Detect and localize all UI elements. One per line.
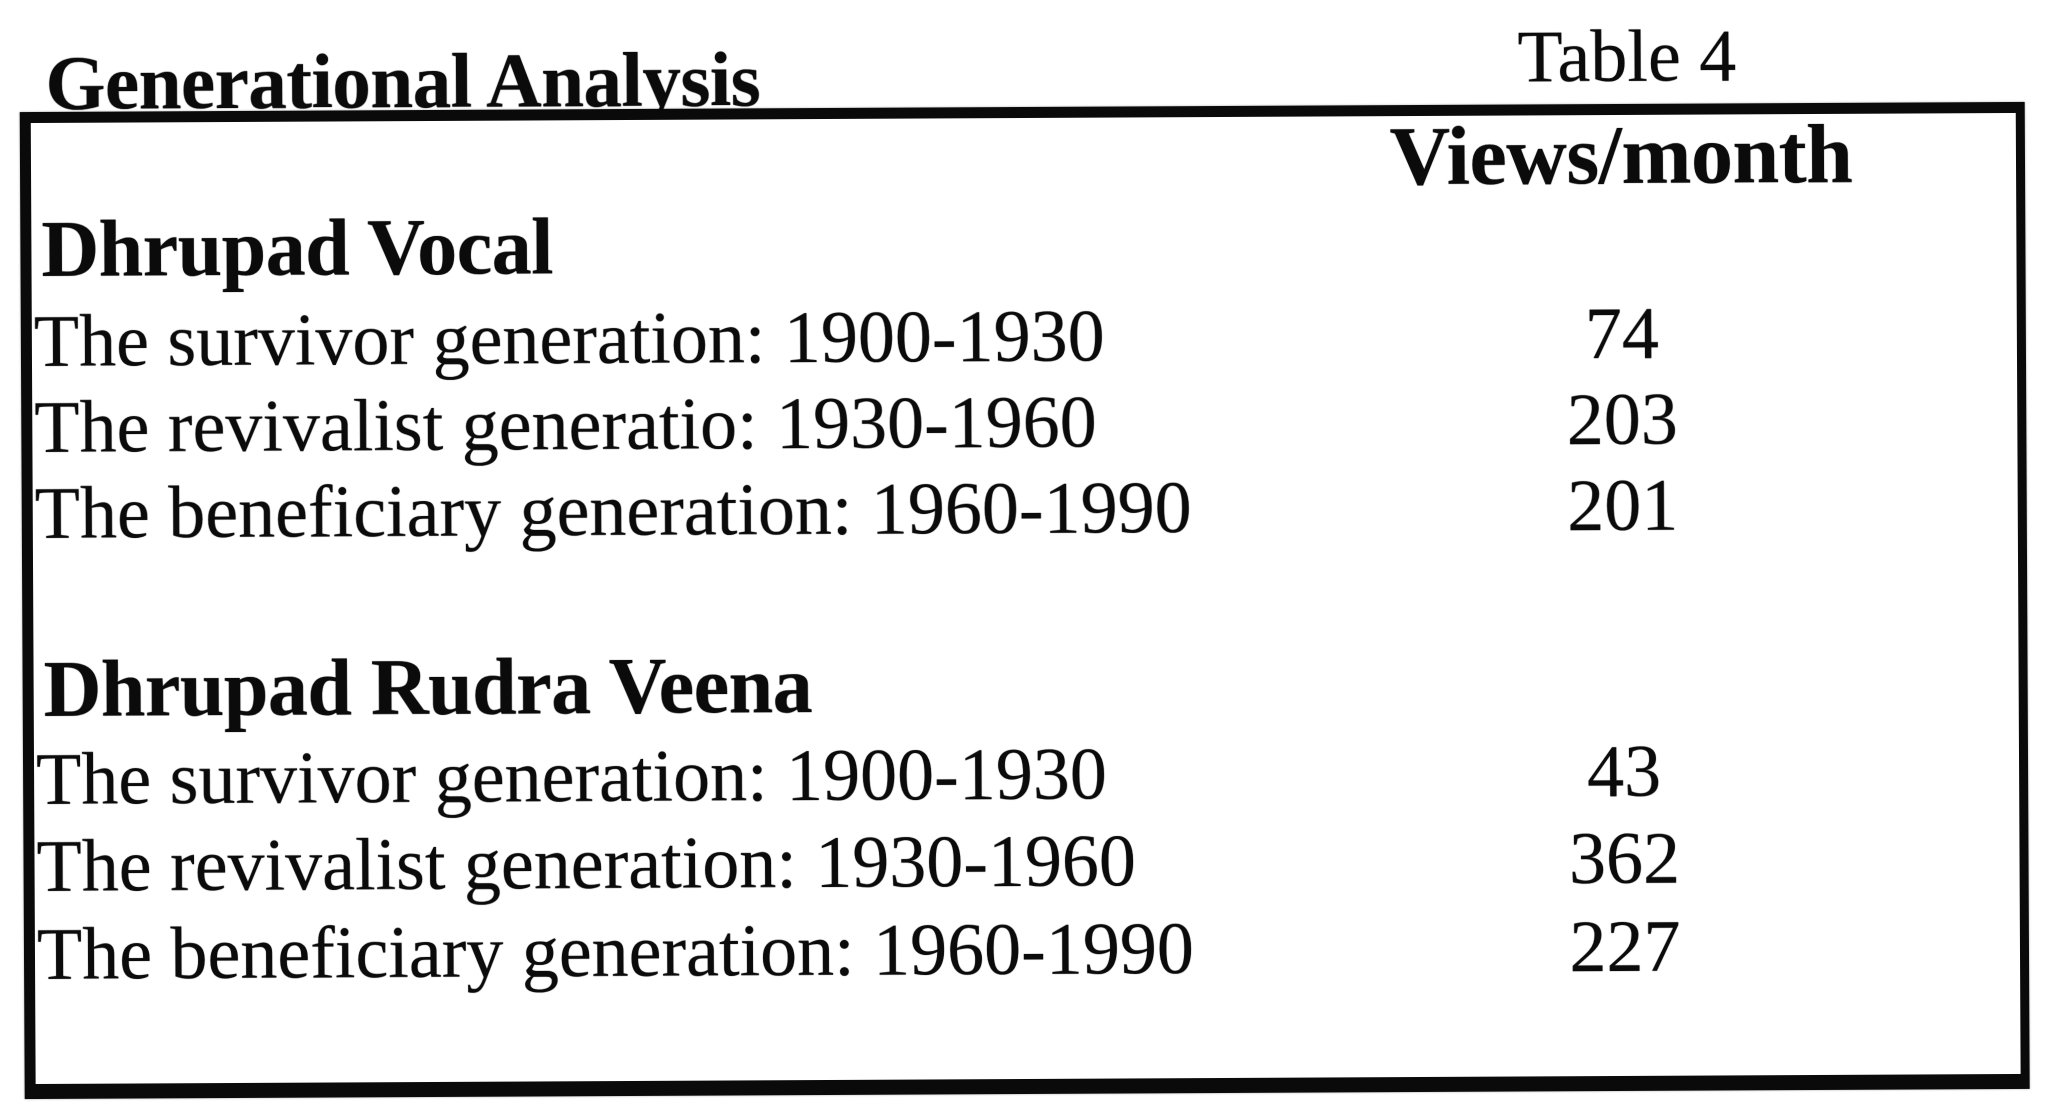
row-value: 362 — [1568, 817, 1681, 901]
table-row: The survivor generation: 1900-1930 74 — [32, 293, 2017, 384]
row-label: The beneficiary generation: 1960-1990 — [36, 908, 1195, 997]
table-row: The revivalist generation: 1930-1960 362 — [34, 818, 2019, 909]
table-row: The revivalist generatio: 1930-1960 203 — [32, 379, 2017, 470]
generational-analysis-table: Views/month Dhrupad Vocal The survivor g… — [19, 101, 2030, 1100]
section-title-label: Dhrupad Rudra Veena — [43, 642, 813, 734]
table-caption: Table 4 — [1517, 15, 1737, 99]
row-value: 201 — [1567, 464, 1679, 548]
row-value: 74 — [1584, 292, 1660, 376]
row-label: The survivor generation: 1900-1930 — [35, 733, 1107, 822]
row-value: 43 — [1586, 730, 1662, 814]
views-per-month-column-header: Views/month — [1389, 107, 1853, 204]
table-row: The beneficiary generation: 1960-1990 22… — [35, 906, 2020, 997]
row-label: The revivalist generatio: 1930-1960 — [34, 381, 1097, 470]
row-value: 227 — [1569, 905, 1681, 989]
section-title-dhrupad-vocal: Dhrupad Vocal — [31, 200, 2016, 294]
column-header-row: Views/month — [31, 108, 2016, 203]
row-value: 203 — [1566, 378, 1679, 462]
row-label: The revivalist generation: 1930-1960 — [36, 820, 1137, 909]
section-title-label: Dhrupad Vocal — [41, 203, 554, 294]
table-row: The beneficiary generation: 1960-1990 20… — [33, 465, 2018, 556]
row-label: The survivor generation: 1900-1930 — [33, 295, 1105, 384]
table-row: The survivor generation: 1900-1930 43 — [34, 731, 2019, 822]
section-title-dhrupad-rudra-veena: Dhrupad Rudra Veena — [33, 640, 2018, 734]
row-label: The beneficiary generation: 1960-1990 — [34, 467, 1192, 556]
